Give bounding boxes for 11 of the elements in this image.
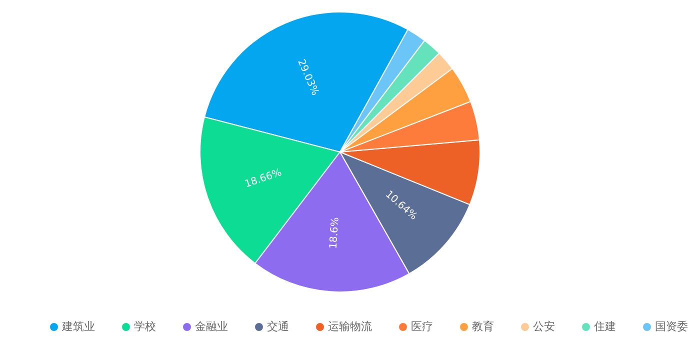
legend-label: 金融业: [195, 320, 228, 334]
legend-label: 建筑业: [61, 320, 95, 334]
legend-label: 运输物流: [328, 320, 372, 334]
legend-label: 公安: [533, 320, 555, 334]
data-label: 18.6%: [328, 216, 342, 250]
legend-label: 医疗: [411, 320, 433, 334]
legend-label: 住建: [594, 320, 616, 334]
legend-label: 学校: [134, 320, 156, 334]
legend-label: 交通: [267, 320, 289, 334]
legend-label: 国资委: [655, 320, 688, 334]
legend-label: 教育: [472, 320, 494, 334]
